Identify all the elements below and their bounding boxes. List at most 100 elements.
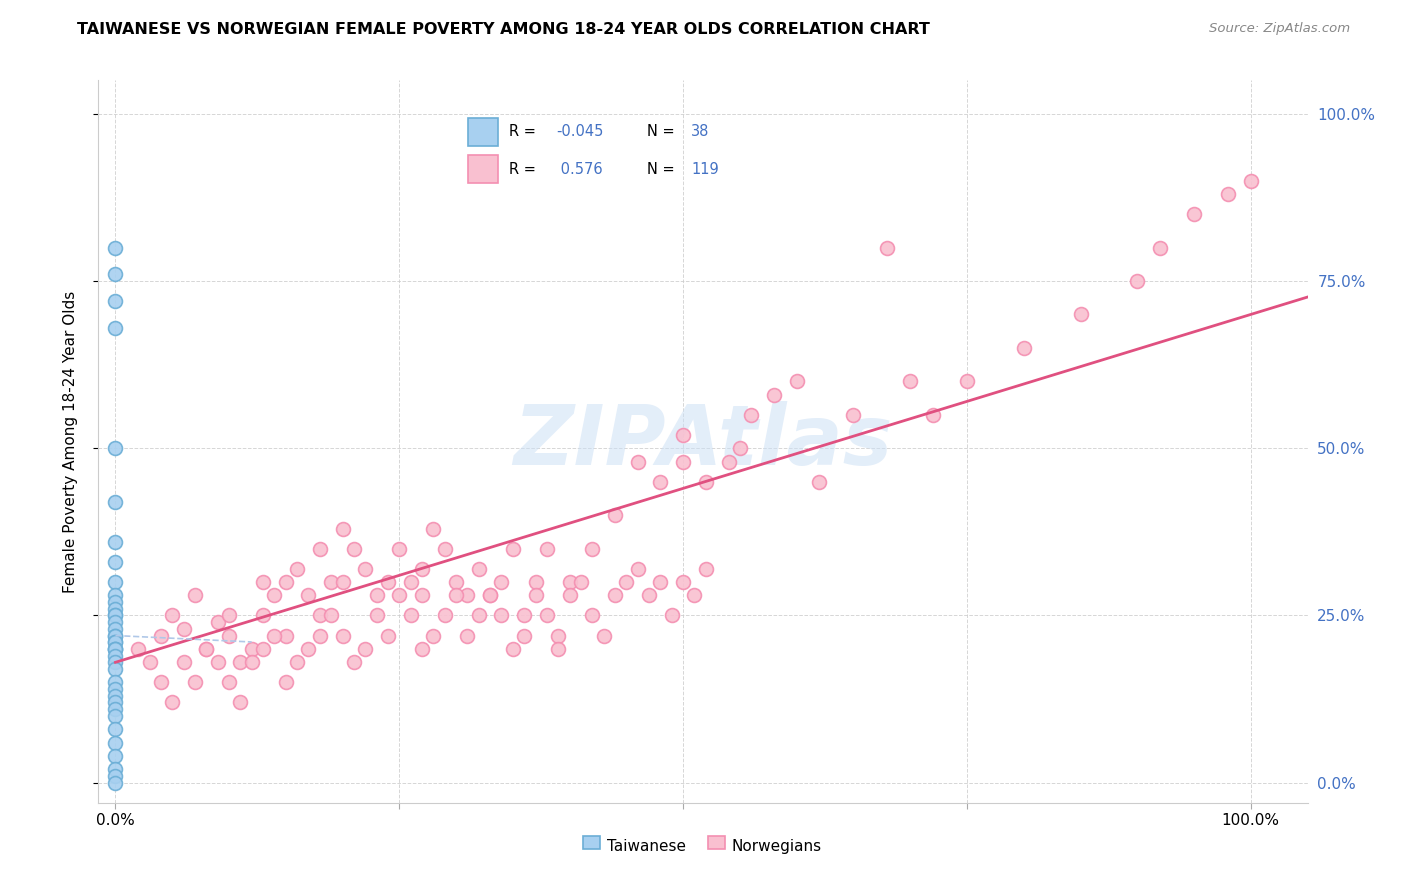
Point <box>581 608 603 623</box>
Point <box>603 508 626 523</box>
Point <box>104 268 127 282</box>
Point <box>104 708 127 723</box>
Point <box>627 562 650 576</box>
Point <box>263 589 285 603</box>
Point <box>661 608 683 623</box>
Point <box>411 589 433 603</box>
Point <box>479 589 502 603</box>
Point <box>332 575 354 590</box>
Point <box>695 475 717 489</box>
Point <box>274 675 297 690</box>
Point <box>672 455 695 469</box>
Point <box>1182 207 1205 221</box>
Point <box>104 681 127 696</box>
Point <box>104 293 127 308</box>
Point <box>173 622 195 636</box>
Point <box>650 475 672 489</box>
Point <box>388 541 411 556</box>
Point <box>104 675 127 690</box>
Point <box>207 615 229 630</box>
Point <box>104 628 127 642</box>
Point <box>104 776 127 790</box>
Point <box>104 589 127 603</box>
Point <box>308 628 330 642</box>
Point <box>332 521 354 535</box>
Point <box>218 608 240 623</box>
Point <box>898 375 921 389</box>
Point <box>377 575 399 590</box>
Point <box>104 320 127 334</box>
Point <box>104 615 127 630</box>
Point <box>104 442 127 455</box>
Point <box>547 642 569 657</box>
Point <box>786 375 808 389</box>
Point <box>479 589 502 603</box>
Point <box>422 628 444 642</box>
Point <box>444 589 467 603</box>
Point <box>285 562 308 576</box>
Point <box>456 589 478 603</box>
Point <box>138 655 160 669</box>
Point <box>195 642 218 657</box>
Point <box>1069 307 1091 322</box>
Point <box>104 642 127 657</box>
Point <box>502 642 524 657</box>
Point <box>444 575 467 590</box>
Y-axis label: Female Poverty Among 18-24 Year Olds: Female Poverty Among 18-24 Year Olds <box>63 291 77 592</box>
Point <box>366 608 388 623</box>
Point <box>195 642 218 657</box>
Point <box>354 642 377 657</box>
Point <box>104 595 127 609</box>
Point <box>558 589 581 603</box>
Point <box>547 628 569 642</box>
Point <box>569 575 592 590</box>
Point <box>104 240 127 255</box>
Point <box>411 562 433 576</box>
Point <box>399 575 422 590</box>
Point <box>297 642 319 657</box>
Point <box>1216 187 1239 202</box>
Point <box>218 628 240 642</box>
Point <box>207 655 229 669</box>
Point <box>104 662 127 676</box>
Point <box>104 602 127 616</box>
Point <box>104 555 127 569</box>
Point <box>285 655 308 669</box>
Text: ZIPAtlas: ZIPAtlas <box>513 401 893 482</box>
Point <box>160 696 183 710</box>
Point <box>513 628 536 642</box>
Point <box>627 455 650 469</box>
Point <box>411 642 433 657</box>
Legend: Taiwanese, Norwegians: Taiwanese, Norwegians <box>578 833 828 860</box>
Point <box>104 642 127 657</box>
Point <box>502 541 524 556</box>
Point <box>672 575 695 590</box>
Point <box>173 655 195 669</box>
Point <box>388 589 411 603</box>
Point <box>808 475 831 489</box>
Point <box>104 689 127 703</box>
Point <box>104 723 127 737</box>
Point <box>127 642 149 657</box>
Point <box>366 589 388 603</box>
Point <box>354 562 377 576</box>
Point <box>104 628 127 642</box>
Point <box>513 608 536 623</box>
Point <box>184 589 207 603</box>
Point <box>308 541 330 556</box>
Point <box>184 675 207 690</box>
Point <box>321 608 343 623</box>
Point <box>297 589 319 603</box>
Point <box>456 628 478 642</box>
Point <box>614 575 637 590</box>
Point <box>638 589 661 603</box>
Point <box>536 541 558 556</box>
Point <box>1240 173 1263 188</box>
Point <box>240 655 263 669</box>
Point <box>308 608 330 623</box>
Point <box>433 541 456 556</box>
Point <box>160 608 183 623</box>
Point <box>842 408 865 422</box>
Point <box>218 675 240 690</box>
Point <box>581 541 603 556</box>
